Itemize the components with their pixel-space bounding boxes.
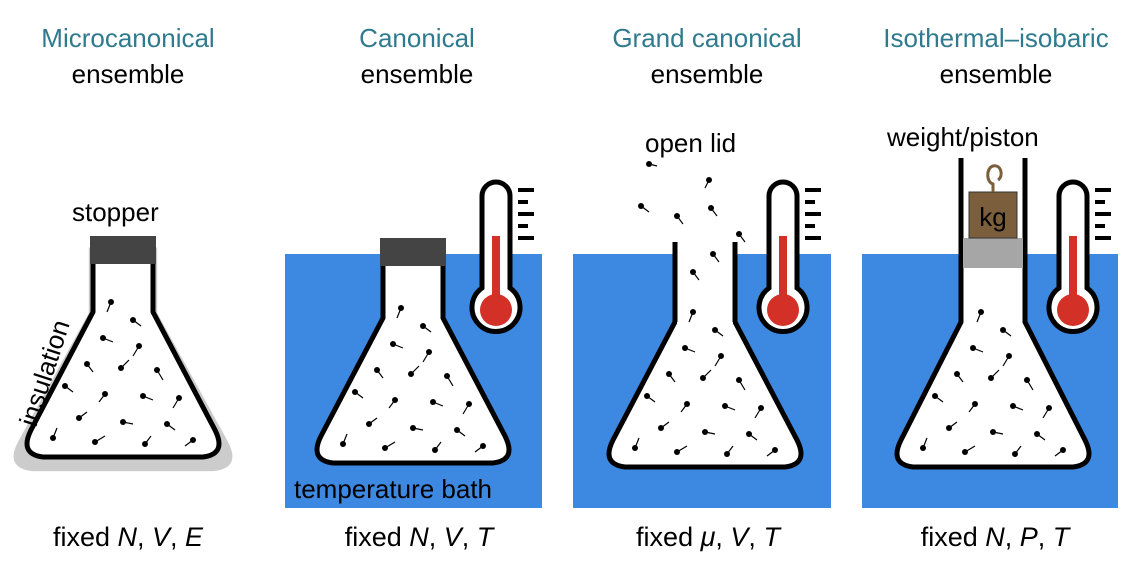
fixed-prefix: fixed: [636, 522, 701, 552]
panel-title: Canonical: [359, 23, 475, 53]
var-1: N: [409, 522, 429, 552]
weight-hook: [986, 164, 1003, 192]
var-2: P: [1020, 522, 1038, 552]
panel-isothermal-isobaric: Isothermal–isobaric ensemble kg weight/p…: [862, 23, 1118, 552]
panel-title: Grand canonical: [612, 23, 801, 53]
stopper-label: stopper: [72, 197, 159, 227]
panel-subtitle: ensemble: [72, 59, 185, 89]
panel-canonical: Canonical ensemble temperature bath fixe…: [285, 23, 542, 552]
stopper: [380, 238, 446, 266]
flask: [606, 242, 804, 470]
weight-piston-label: weight/piston: [886, 122, 1039, 152]
escaping-molecules: [638, 161, 746, 281]
stopper: [90, 236, 156, 264]
fixed-prefix: fixed: [345, 522, 410, 552]
flask: [894, 158, 1092, 470]
weight-label: kg: [979, 202, 1006, 232]
var-2: V: [444, 522, 465, 552]
var-1: N: [117, 522, 137, 552]
var-3: E: [185, 522, 204, 552]
open-flask: [606, 161, 804, 470]
piston-flask: [894, 158, 1092, 470]
fixed-variables: fixed N, P, T: [921, 522, 1072, 552]
fixed-variables: fixed N, V, T: [345, 522, 496, 552]
panel-subtitle: ensemble: [940, 59, 1053, 89]
panel-grand-canonical: Grand canonical ensemble open lid fixed …: [573, 23, 831, 552]
var-1: N: [985, 522, 1005, 552]
temperature-bath-label: temperature bath: [294, 474, 492, 504]
var-1: μ: [700, 522, 716, 552]
panel-title: Microcanonical: [41, 23, 214, 53]
fixed-prefix: fixed: [921, 522, 986, 552]
panel-microcanonical: Microcanonical ensemble stopper insulati…: [13, 23, 233, 552]
fixed-variables: fixed N, V, E: [53, 522, 204, 552]
var-2: V: [152, 522, 173, 552]
open-lid-label: open lid: [645, 128, 736, 158]
var-3: T: [1053, 522, 1072, 552]
panel-subtitle: ensemble: [651, 59, 764, 89]
piston: [963, 238, 1023, 268]
panel-title: Isothermal–isobaric: [883, 23, 1108, 53]
var-2: V: [730, 522, 751, 552]
fixed-variables: fixed μ, V, T: [636, 522, 782, 552]
panel-subtitle: ensemble: [361, 59, 474, 89]
var-3: T: [763, 522, 782, 552]
weight-icon: kg: [968, 164, 1018, 239]
insulated-flask: [13, 236, 233, 472]
stoppered-flask: [317, 238, 509, 463]
var-3: T: [477, 522, 496, 552]
fixed-prefix: fixed: [53, 522, 118, 552]
